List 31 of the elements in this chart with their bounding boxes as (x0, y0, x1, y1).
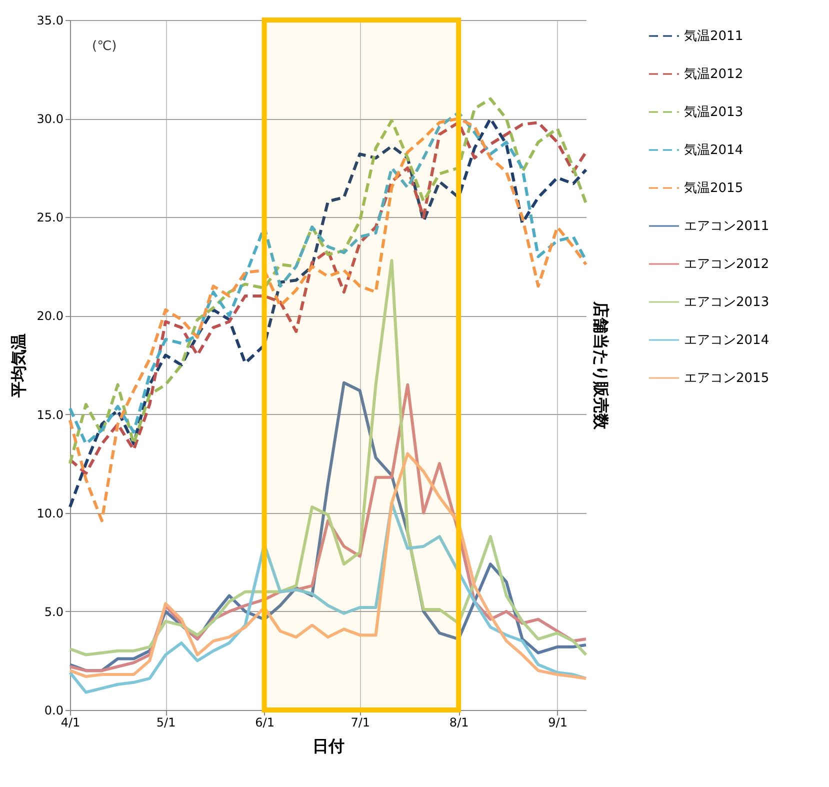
y-tick-label: 10.0 (36, 506, 64, 520)
y-tick-label: 15.0 (36, 408, 64, 422)
x-tick-label: 6/1 (255, 716, 274, 730)
x-tick-label: 7/1 (350, 716, 370, 730)
x-tick-label: 5/1 (156, 716, 176, 730)
legend-label: エアコン2013 (684, 295, 770, 310)
y-tick-label: 0.0 (44, 704, 64, 718)
legend-label: 気温2015 (684, 181, 744, 196)
legend-label: 気温2014 (684, 143, 744, 158)
line-series (68, 452, 588, 680)
legend-label: エアコン2015 (684, 371, 770, 386)
legend-label: 気温2011 (684, 29, 744, 44)
y-tick-label: 5.0 (44, 604, 64, 619)
y-tick-label: 35.0 (36, 14, 64, 28)
line-series (68, 502, 588, 694)
x-tick-label: 4/1 (60, 716, 80, 730)
y-tick-label: 25.0 (36, 210, 64, 225)
legend-label: エアコン2012 (684, 257, 770, 272)
x-axis-title: 日付 (312, 736, 344, 756)
legend-label: 気温2013 (684, 105, 744, 120)
x-tick-label: 9/1 (548, 716, 568, 730)
x-tick-label: 8/1 (449, 716, 469, 730)
legend-label: エアコン2014 (684, 333, 770, 348)
y-tick-label: 30.0 (36, 112, 64, 126)
y-tick-label: 20.0 (36, 309, 64, 324)
annotation: (℃) (92, 39, 117, 54)
y-axis-title: 平均気温 (8, 334, 28, 398)
legend-label: 気温2012 (684, 67, 744, 82)
y2-axis-title: 店舗当たり販売数 (592, 300, 610, 430)
line-series (68, 259, 588, 656)
legend-label: エアコン2011 (684, 219, 770, 234)
